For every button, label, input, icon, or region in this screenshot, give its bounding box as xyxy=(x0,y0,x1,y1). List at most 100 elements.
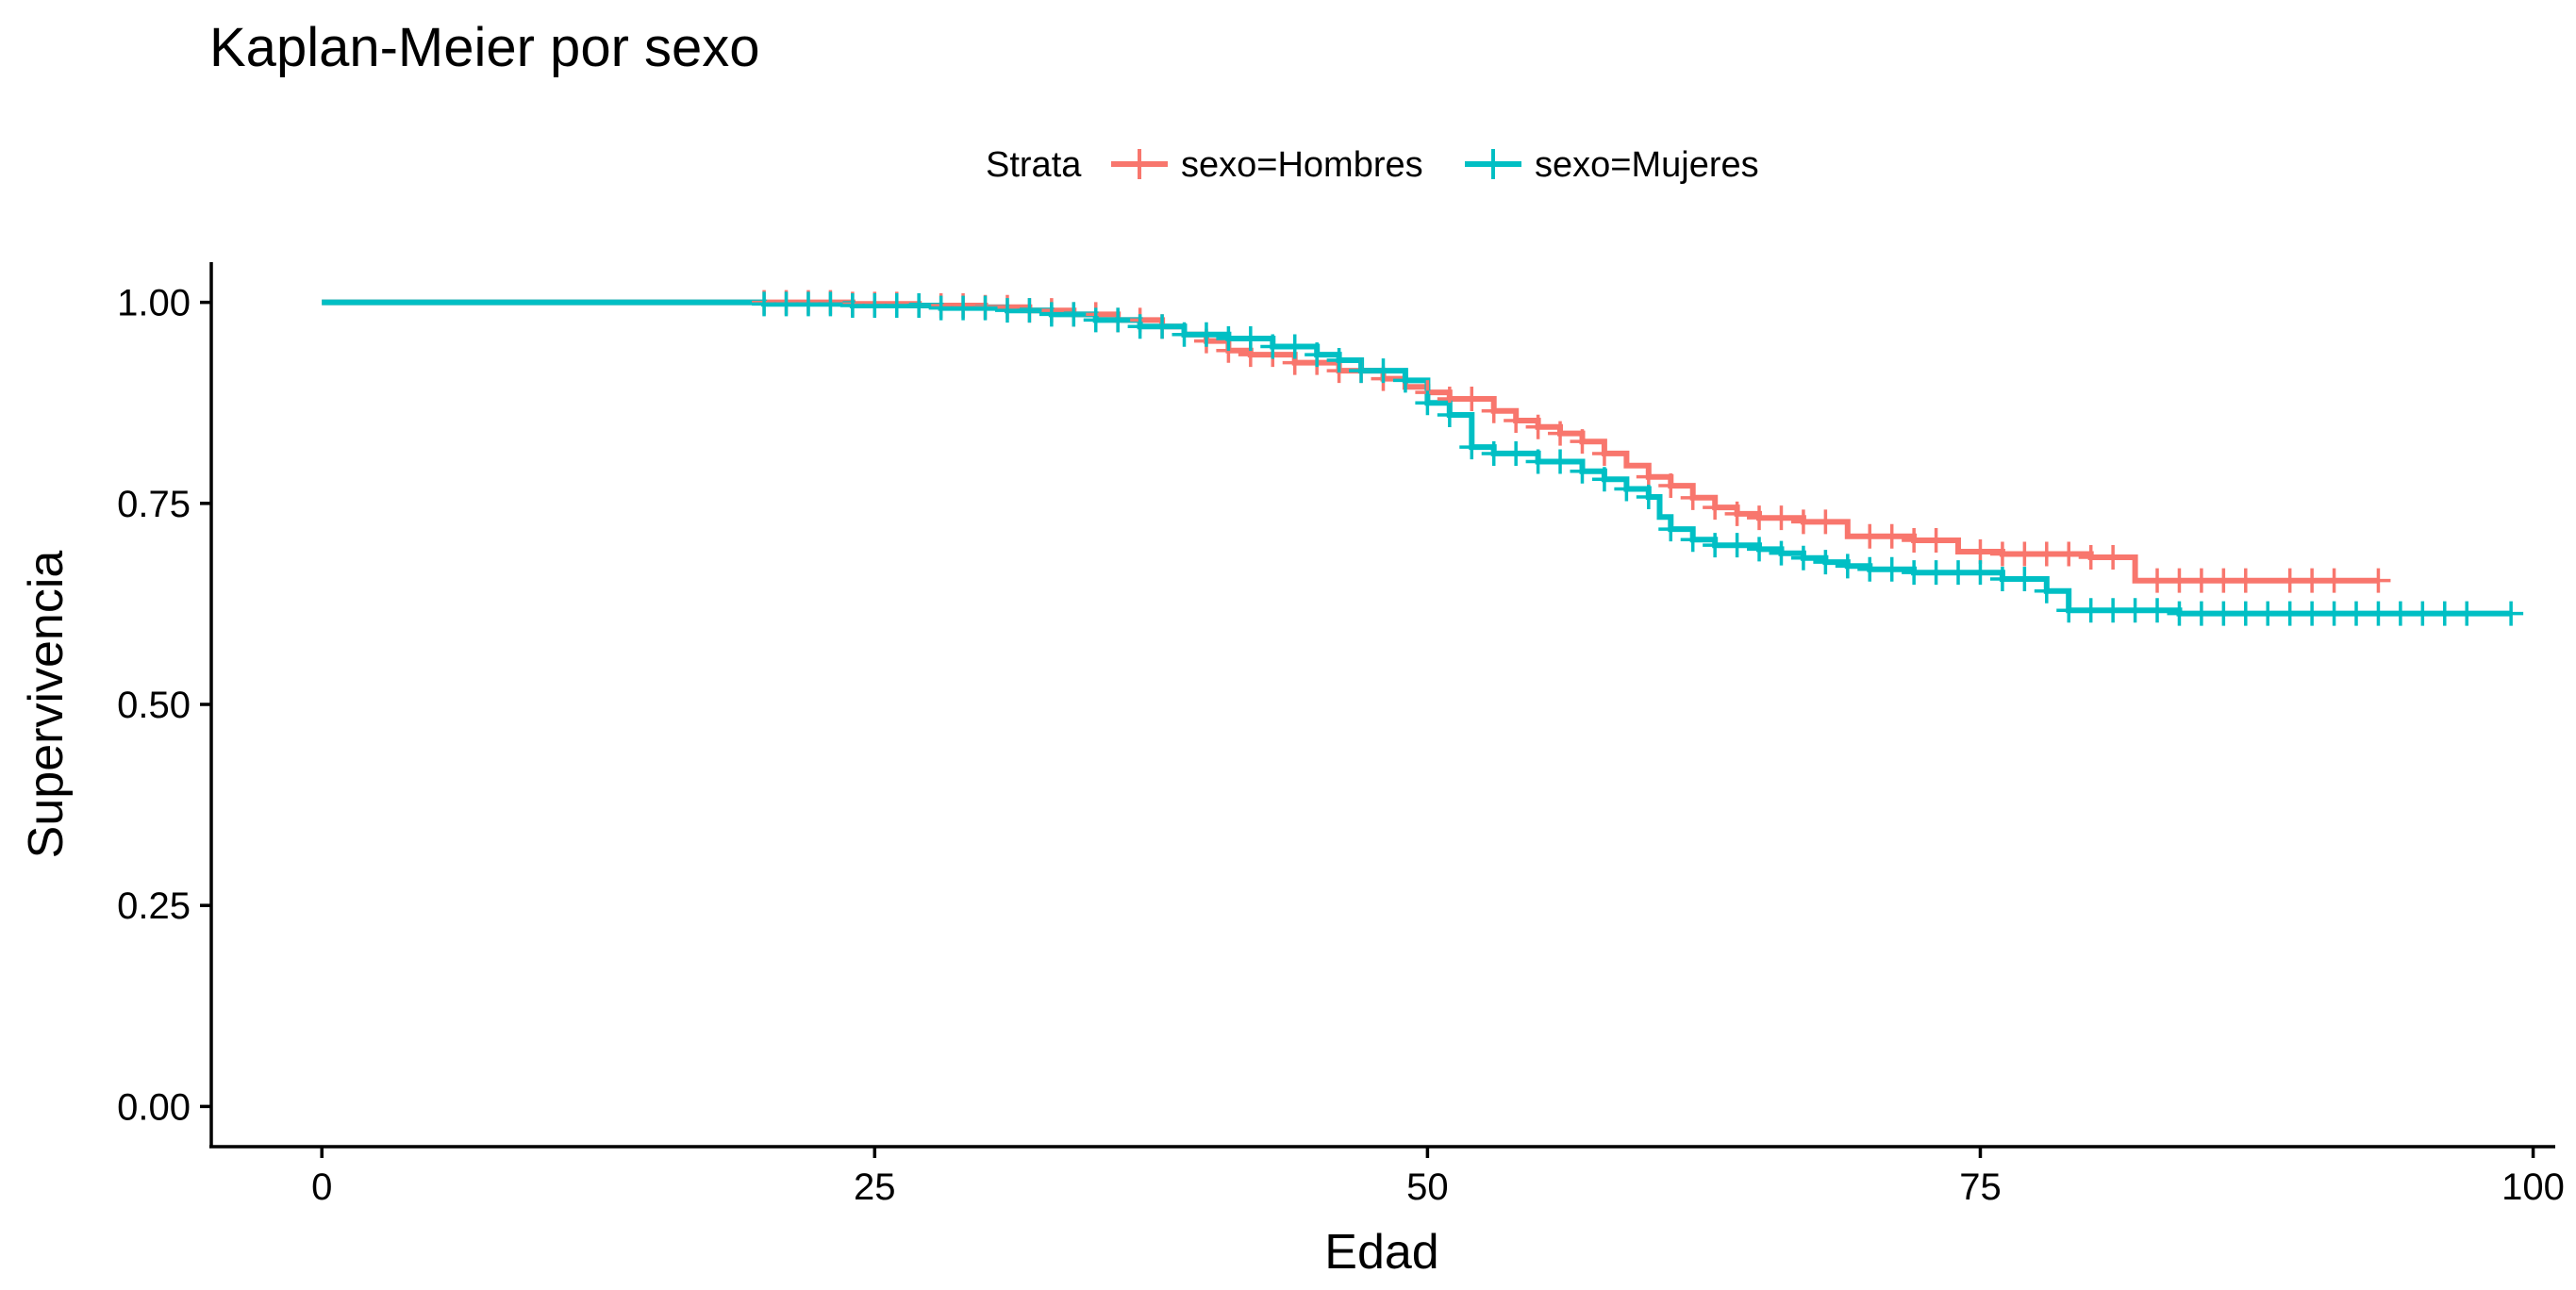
censor-mark xyxy=(2012,541,2037,567)
censor-mark xyxy=(1747,505,1772,531)
censor-mark xyxy=(2034,578,2059,604)
censor-mark xyxy=(1923,560,1949,586)
censor-layer xyxy=(752,289,2524,626)
censor-mark xyxy=(1946,560,1971,586)
censor-mark xyxy=(2101,598,2126,623)
censor-mark xyxy=(2300,601,2325,626)
censor-mark xyxy=(1857,556,1883,582)
censor-mark xyxy=(2188,601,2214,626)
censor-mark xyxy=(1747,537,1772,562)
censor-mark xyxy=(2034,541,2059,567)
censor-mark xyxy=(839,293,865,319)
y-tick-label: 0.25 xyxy=(117,885,191,927)
censor-mark xyxy=(1039,302,1064,327)
censor-mark xyxy=(2277,568,2302,593)
y-tick-label: 0.50 xyxy=(117,685,191,726)
censor-mark xyxy=(1769,540,1794,566)
censor-mark xyxy=(1150,314,1175,339)
censor-mark xyxy=(1614,476,1639,502)
x-axis: 0 25 50 75 100 xyxy=(209,1145,2565,1208)
plot-panel xyxy=(322,289,2524,626)
censor-mark xyxy=(1857,523,1883,549)
censor-mark xyxy=(1415,390,1440,416)
censor-mark xyxy=(752,291,777,317)
censor-mark xyxy=(1504,440,1529,466)
censor-mark xyxy=(1193,322,1219,347)
censor-mark xyxy=(1790,509,1816,535)
y-tick-label: 0.00 xyxy=(117,1086,191,1128)
censor-mark xyxy=(2078,598,2103,623)
censor-mark xyxy=(2432,601,2457,626)
censor-mark xyxy=(1879,556,1904,582)
y-tick-label: 1.00 xyxy=(117,283,191,324)
censor-mark xyxy=(2211,601,2236,626)
legend-title: Strata xyxy=(986,145,1082,185)
censor-mark xyxy=(1548,421,1573,446)
censor-mark xyxy=(2255,601,2281,626)
censor-mark xyxy=(2366,568,2391,593)
censor-mark xyxy=(1902,560,1927,586)
censor-mark xyxy=(818,291,843,317)
legend: Strata sexo=Hombres sexo=Mujeres xyxy=(986,145,1759,185)
censor-mark xyxy=(2233,568,2258,593)
censor-mark xyxy=(2078,544,2103,570)
censor-mark xyxy=(2211,568,2236,593)
censor-mark xyxy=(906,293,932,319)
x-tick-label: 0 xyxy=(311,1166,332,1208)
legend-label-hombres: sexo=Hombres xyxy=(1181,145,1423,185)
censor-mark xyxy=(1061,302,1087,327)
censor-mark xyxy=(2321,568,2347,593)
censor-mark xyxy=(2387,601,2413,626)
censor-mark xyxy=(2056,541,2082,567)
censor-mark xyxy=(2122,598,2148,623)
censor-mark xyxy=(2300,568,2325,593)
censor-mark xyxy=(1282,334,1307,359)
censor-mark xyxy=(1658,473,1684,499)
censor-mark xyxy=(1216,326,1241,352)
censor-mark xyxy=(1459,435,1485,460)
censor-mark xyxy=(1923,528,1949,554)
censor-mark xyxy=(862,293,888,319)
censor-mark xyxy=(1989,541,2015,567)
censor-mark xyxy=(1437,403,1462,428)
censor-mark xyxy=(951,295,976,321)
censor-mark xyxy=(1017,298,1042,323)
censor-mark xyxy=(1591,440,1617,466)
censor-mark xyxy=(928,295,954,321)
censor-mark xyxy=(2056,598,2082,623)
censor-mark xyxy=(1570,458,1595,484)
censor-mark xyxy=(2499,601,2524,626)
censor-mark xyxy=(1371,358,1396,384)
censor-mark xyxy=(2012,566,2037,591)
censor-mark xyxy=(1260,334,1286,359)
censor-mark xyxy=(2167,601,2192,626)
censor-mark xyxy=(1349,358,1374,384)
censor-mark xyxy=(1636,484,1661,509)
censor-mark xyxy=(1105,307,1131,333)
censor-mark xyxy=(1968,560,1993,586)
censor-mark xyxy=(2344,601,2369,626)
censor-mark xyxy=(2410,601,2435,626)
censor-mark xyxy=(1481,398,1506,423)
censor-mark xyxy=(1591,467,1617,492)
censor-mark xyxy=(1525,414,1551,439)
x-tick-label: 25 xyxy=(854,1166,896,1208)
censor-mark xyxy=(1570,429,1595,455)
censor-mark xyxy=(1392,368,1418,393)
censor-mark xyxy=(884,293,909,319)
censor-marks-mujeres xyxy=(752,291,2524,626)
y-axis: 0.00 0.25 0.50 0.75 1.00 xyxy=(117,262,213,1147)
y-ticks: 0.00 0.25 0.50 0.75 1.00 xyxy=(117,283,211,1128)
chart-title: Kaplan-Meier por sexo xyxy=(209,17,760,78)
censor-mark xyxy=(1813,550,1838,575)
censor-mark xyxy=(1703,533,1728,558)
y-tick-label: 0.75 xyxy=(117,484,191,525)
censor-mark xyxy=(2145,568,2170,593)
censor-mark xyxy=(2101,544,2126,570)
censor-mark xyxy=(1504,407,1529,433)
censor-mark xyxy=(994,298,1020,323)
censor-mark xyxy=(2145,598,2170,623)
censor-mark xyxy=(1548,449,1573,474)
censor-mark xyxy=(2366,601,2391,626)
censor-mark xyxy=(773,291,799,317)
